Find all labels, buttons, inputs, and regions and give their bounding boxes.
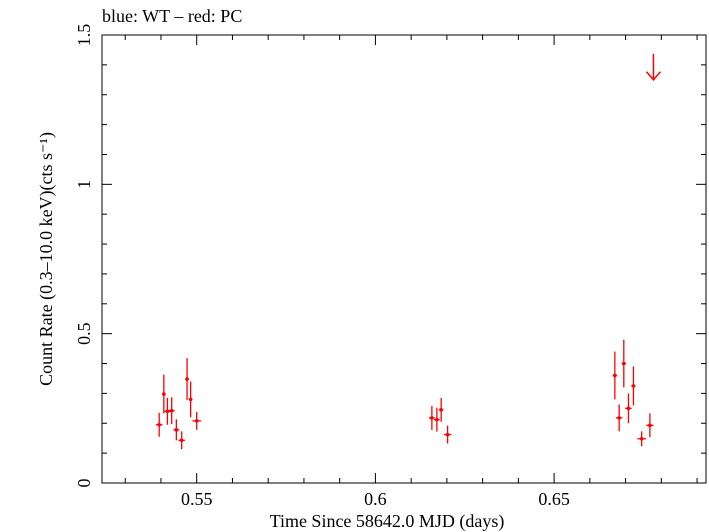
data-point <box>612 351 618 400</box>
data-point <box>631 366 636 406</box>
y-tick-label: 1 <box>74 180 94 189</box>
point-marker <box>188 397 193 402</box>
x-tick-label: 0.55 <box>181 489 213 509</box>
data-point <box>188 381 193 418</box>
data-point <box>444 425 452 444</box>
point-marker <box>194 419 199 423</box>
data-point <box>439 397 444 422</box>
point-marker <box>613 373 617 378</box>
data-point <box>615 404 623 432</box>
data-point <box>434 407 440 432</box>
data-point <box>192 411 201 430</box>
point-marker <box>157 422 161 427</box>
x-tick-label: 0.6 <box>364 489 387 509</box>
plot-frame <box>101 34 707 484</box>
point-marker <box>631 384 636 388</box>
data-point <box>621 339 626 388</box>
point-marker <box>617 416 621 420</box>
x-axis-title: Time Since 58642.0 MJD (days) <box>270 511 505 532</box>
arrow-head <box>645 71 662 81</box>
point-marker <box>639 436 644 441</box>
data-point <box>173 419 180 441</box>
upper-limit-arrow <box>645 53 662 81</box>
data-point <box>625 393 632 424</box>
point-marker <box>648 423 652 428</box>
y-tick-label: 0.5 <box>74 322 94 345</box>
point-marker <box>621 361 626 366</box>
data-point <box>646 413 654 438</box>
data-points <box>155 53 662 450</box>
x-axis-ticks: 0.55 0.6 0.65 <box>124 35 698 509</box>
point-marker <box>165 409 170 414</box>
data-point <box>429 405 435 430</box>
point-marker <box>445 432 450 437</box>
point-marker <box>435 417 439 422</box>
x-tick-label: 0.65 <box>538 489 570 509</box>
data-point <box>185 358 189 400</box>
point-marker <box>179 438 184 443</box>
point-marker <box>430 416 434 420</box>
point-marker <box>439 408 443 412</box>
y-tick-label: 1.5 <box>74 24 94 47</box>
data-point <box>637 431 646 447</box>
data-point <box>178 431 185 450</box>
point-marker <box>626 406 631 411</box>
y-axis-title: Count Rate (0.3–10.0 keV)(cts s⁻¹) <box>36 132 57 386</box>
data-point <box>168 397 175 425</box>
point-marker <box>162 392 166 396</box>
y-axis-ticks: 0 0.5 1 1.5 <box>74 24 706 488</box>
point-marker <box>174 428 179 432</box>
y-tick-label: 0 <box>74 479 94 488</box>
point-marker <box>185 377 189 381</box>
data-point <box>155 412 163 437</box>
data-point <box>162 374 166 414</box>
point-marker <box>169 408 174 413</box>
chart-title: blue: WT – red: PC <box>102 6 242 26</box>
